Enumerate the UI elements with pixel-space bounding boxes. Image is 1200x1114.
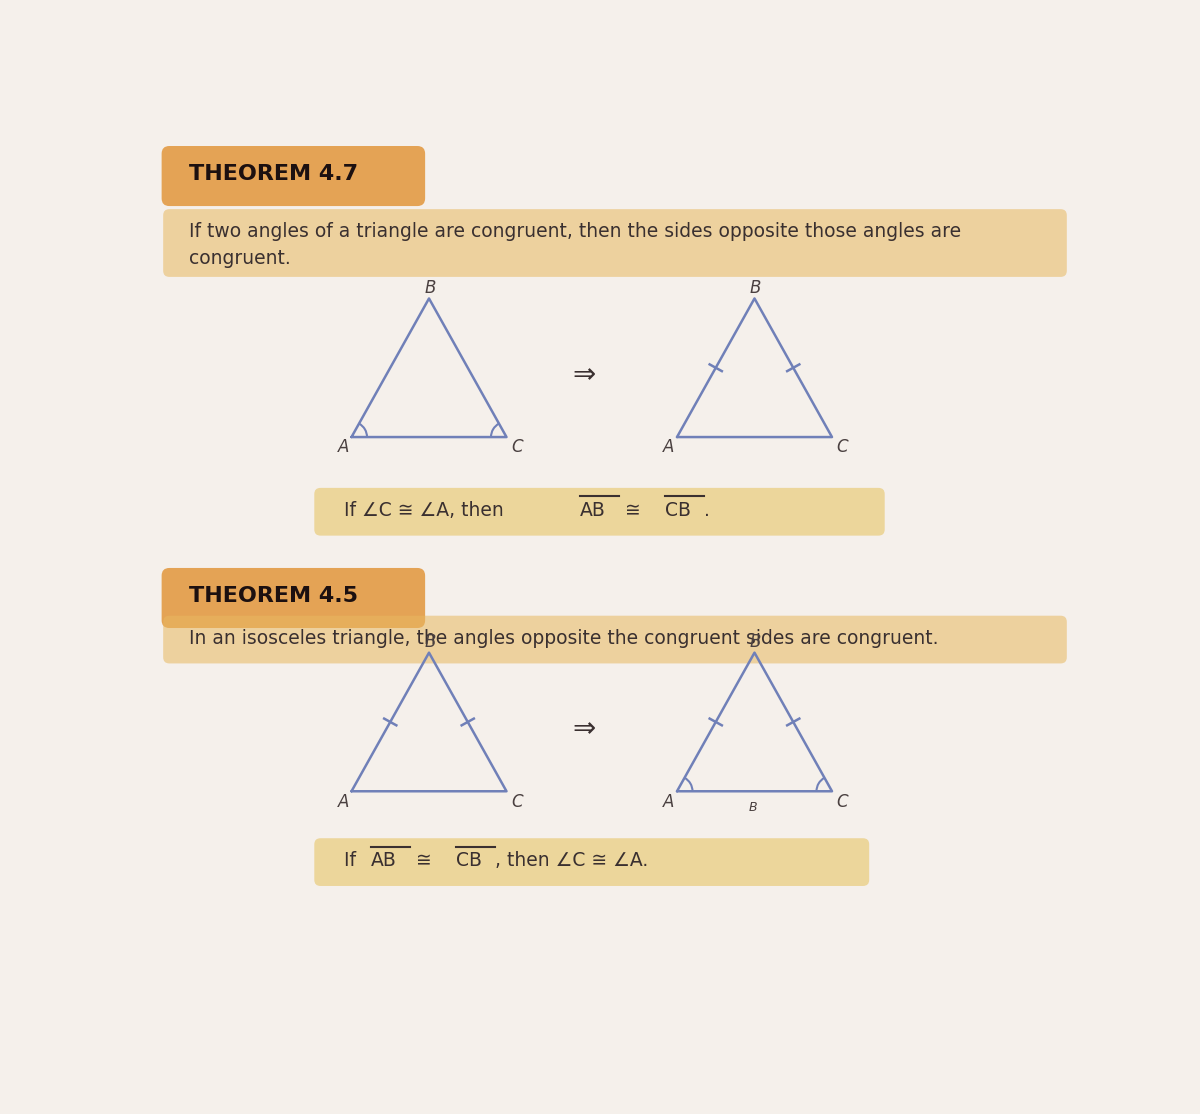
Text: C: C (836, 439, 848, 457)
Text: .: . (704, 500, 710, 520)
Text: A: A (664, 439, 674, 457)
Text: AB: AB (371, 851, 397, 870)
FancyBboxPatch shape (162, 568, 425, 628)
Text: ⇒: ⇒ (572, 361, 595, 389)
Text: CB: CB (665, 500, 691, 520)
Text: A: A (337, 793, 349, 811)
Text: THEOREM 4.7: THEOREM 4.7 (188, 165, 358, 185)
Text: In an isosceles triangle, the angles opposite the congruent sides are congruent.: In an isosceles triangle, the angles opp… (188, 628, 938, 647)
Text: B: B (750, 280, 761, 297)
Text: THEOREM 4.5: THEOREM 4.5 (188, 586, 358, 606)
FancyBboxPatch shape (163, 209, 1067, 277)
Text: B: B (750, 633, 761, 652)
Text: CB: CB (456, 851, 482, 870)
FancyBboxPatch shape (314, 838, 869, 886)
Text: C: C (511, 439, 523, 457)
Text: ⇒: ⇒ (572, 715, 595, 743)
Text: B: B (749, 801, 757, 814)
Text: B: B (425, 633, 436, 652)
Text: B: B (425, 280, 436, 297)
FancyBboxPatch shape (314, 488, 884, 536)
Text: If two angles of a triangle are congruent, then the sides opposite those angles : If two angles of a triangle are congruen… (188, 222, 961, 241)
Text: A: A (337, 439, 349, 457)
Text: C: C (511, 793, 523, 811)
Text: A: A (664, 793, 674, 811)
Text: If: If (343, 851, 361, 870)
Text: C: C (836, 793, 848, 811)
FancyBboxPatch shape (162, 146, 425, 206)
Text: AB: AB (580, 500, 606, 520)
Text: ≅: ≅ (409, 851, 437, 870)
Text: ≅: ≅ (619, 500, 647, 520)
FancyBboxPatch shape (163, 616, 1067, 664)
Text: If ∠C ≅ ∠A, then: If ∠C ≅ ∠A, then (343, 500, 510, 520)
Text: , then ∠C ≅ ∠A.: , then ∠C ≅ ∠A. (494, 851, 648, 870)
Text: congruent.: congruent. (188, 248, 290, 268)
